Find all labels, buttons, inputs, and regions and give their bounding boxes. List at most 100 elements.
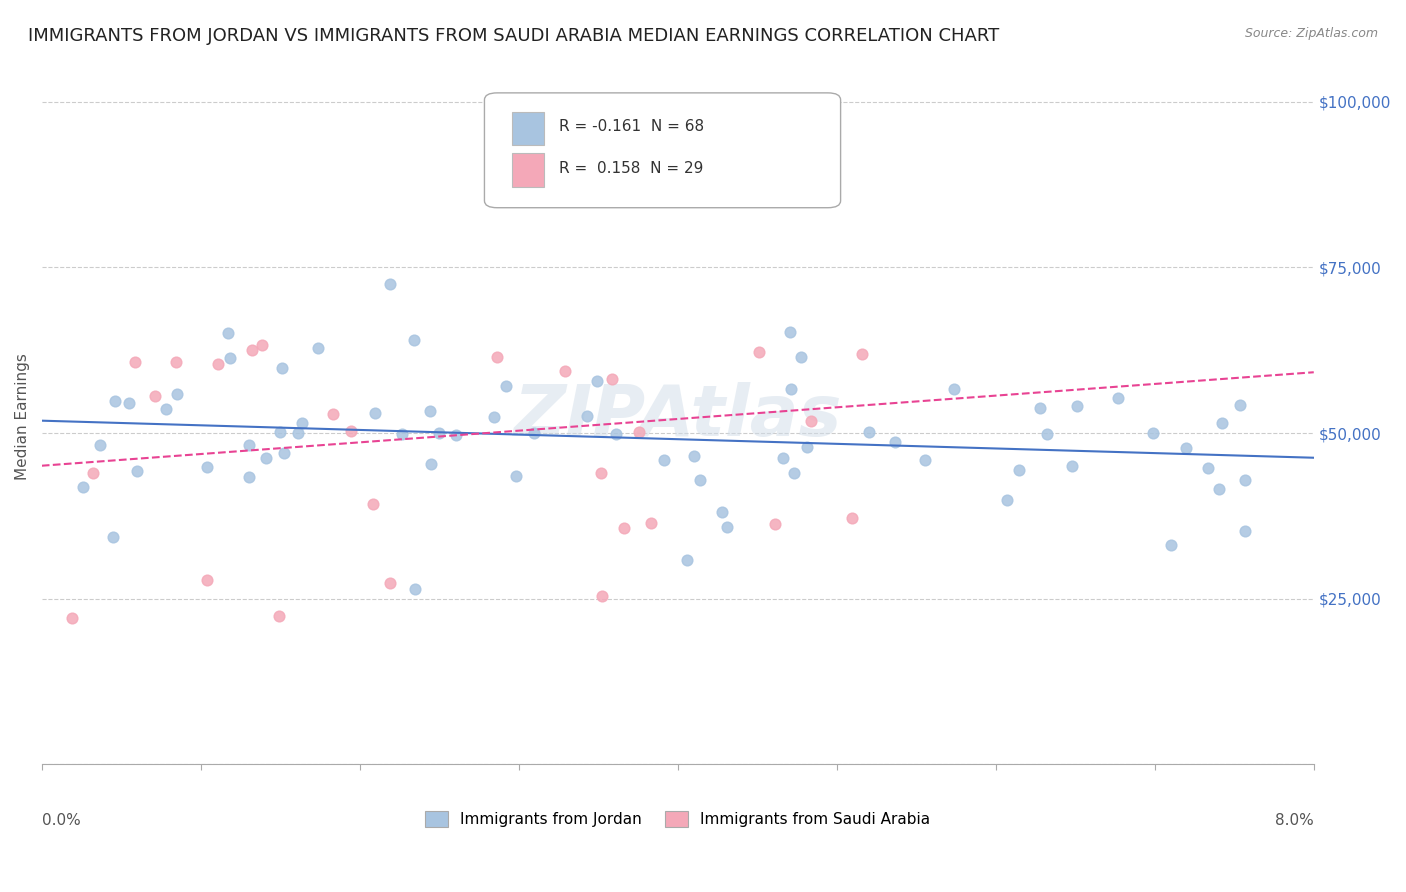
Point: [779, 382, 801, 396]
Point: [1160, 538, 1182, 552]
Point: [143, 389, 166, 403]
Point: [269, 425, 291, 439]
Point: [1229, 398, 1251, 412]
Point: [238, 470, 260, 484]
Point: [613, 520, 636, 534]
Text: Source: ZipAtlas.com: Source: ZipAtlas.com: [1244, 27, 1378, 40]
Point: [589, 467, 612, 481]
Point: [484, 409, 506, 424]
Point: [1036, 426, 1059, 441]
Point: [1062, 458, 1084, 473]
Point: [124, 355, 146, 369]
Point: [782, 467, 804, 481]
Point: [207, 357, 229, 371]
Point: [391, 426, 413, 441]
Point: [486, 350, 509, 364]
Point: [103, 393, 125, 408]
Point: [605, 426, 627, 441]
Point: [195, 460, 218, 475]
Point: [238, 438, 260, 452]
Point: [218, 326, 240, 340]
Point: [89, 438, 111, 452]
Text: ZIPAtlas: ZIPAtlas: [513, 382, 842, 451]
Point: [711, 505, 734, 519]
Point: [404, 582, 426, 596]
Point: [676, 553, 699, 567]
Point: [585, 374, 607, 388]
Point: [256, 451, 278, 466]
Point: [796, 441, 818, 455]
Point: [683, 449, 706, 463]
Point: [1066, 399, 1088, 413]
Point: [495, 379, 517, 393]
Point: [1211, 416, 1233, 430]
Point: [419, 404, 441, 418]
Point: [82, 466, 104, 480]
Point: [427, 425, 450, 440]
Point: [378, 277, 401, 292]
Point: [914, 453, 936, 467]
Point: [378, 575, 401, 590]
Point: [1029, 401, 1052, 416]
Point: [628, 425, 651, 439]
Point: [772, 450, 794, 465]
Y-axis label: Median Earnings: Median Earnings: [15, 353, 30, 480]
Text: 8.0%: 8.0%: [1275, 814, 1313, 828]
Point: [307, 341, 329, 355]
Point: [291, 416, 314, 430]
Point: [444, 428, 467, 442]
Point: [273, 446, 295, 460]
Point: [1208, 482, 1230, 496]
Point: [1008, 463, 1031, 477]
Point: [404, 334, 426, 348]
Point: [1234, 524, 1257, 539]
Point: [1142, 425, 1164, 440]
Point: [884, 435, 907, 450]
Legend: Immigrants from Jordan, Immigrants from Saudi Arabia: Immigrants from Jordan, Immigrants from …: [419, 805, 936, 833]
Point: [554, 364, 576, 378]
Point: [1233, 474, 1256, 488]
Point: [942, 382, 965, 396]
Point: [72, 480, 94, 494]
Point: [851, 347, 873, 361]
Point: [716, 520, 738, 534]
Point: [652, 453, 675, 467]
Point: [1197, 461, 1219, 475]
Point: [118, 396, 141, 410]
Point: [790, 350, 813, 364]
Point: [1175, 441, 1198, 455]
Point: [60, 611, 83, 625]
Point: [101, 530, 124, 544]
Point: [575, 409, 598, 424]
Point: [166, 386, 188, 401]
Point: [363, 406, 385, 420]
Point: [250, 338, 273, 352]
Point: [640, 516, 662, 531]
Point: [522, 425, 544, 440]
Text: R =  0.158  N = 29: R = 0.158 N = 29: [560, 161, 704, 176]
Point: [322, 407, 344, 421]
Point: [995, 492, 1018, 507]
Point: [287, 425, 309, 440]
Text: R = -0.161  N = 68: R = -0.161 N = 68: [560, 119, 704, 134]
Point: [127, 464, 149, 478]
Point: [269, 608, 291, 623]
Text: 0.0%: 0.0%: [42, 814, 80, 828]
Point: [505, 469, 527, 483]
Point: [155, 401, 177, 416]
Point: [271, 361, 294, 376]
Point: [779, 325, 801, 339]
Point: [666, 174, 689, 188]
Point: [689, 473, 711, 487]
Point: [672, 186, 695, 201]
Text: IMMIGRANTS FROM JORDAN VS IMMIGRANTS FROM SAUDI ARABIA MEDIAN EARNINGS CORRELATI: IMMIGRANTS FROM JORDAN VS IMMIGRANTS FRO…: [28, 27, 1000, 45]
Point: [240, 343, 263, 357]
Point: [748, 345, 770, 359]
Bar: [512, 112, 544, 145]
Point: [841, 511, 863, 525]
Bar: [512, 153, 544, 186]
Point: [858, 425, 880, 439]
Point: [591, 589, 613, 603]
Point: [600, 372, 623, 386]
FancyBboxPatch shape: [485, 93, 841, 208]
